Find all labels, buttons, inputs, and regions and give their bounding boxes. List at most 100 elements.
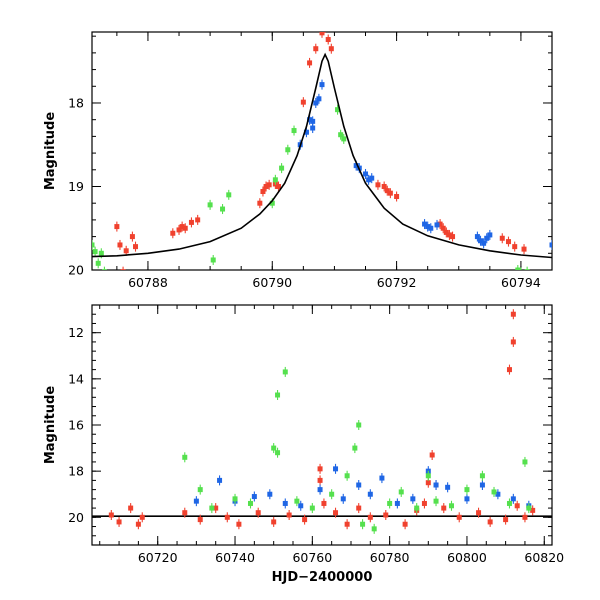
y-tick-label: 19 [68, 179, 84, 194]
x-tick-label: 60800 [447, 550, 487, 565]
data-point-green [272, 177, 278, 183]
data-point-red [530, 507, 536, 513]
data-point-blue [474, 234, 480, 240]
data-point-blue [217, 477, 223, 483]
y-axis-label: Magnitude [43, 386, 58, 465]
y-axis-label: Magnitude [43, 112, 58, 191]
data-point-red [117, 242, 123, 248]
data-point-red [421, 500, 427, 506]
data-point-red [123, 248, 129, 254]
data-point-green [101, 269, 107, 270]
data-point-red [116, 519, 122, 525]
data-point-blue [310, 125, 316, 131]
data-point-red [133, 244, 139, 250]
data-point-red [260, 189, 266, 195]
data-point-blue [298, 503, 304, 509]
data-point-red [443, 229, 449, 235]
data-point-green [309, 505, 315, 511]
data-point-red [224, 514, 230, 520]
data-point-green [506, 500, 512, 506]
data-point-red [182, 225, 188, 231]
data-point-red [514, 503, 520, 509]
x-tick-label: 60792 [377, 275, 417, 290]
data-point-blue [487, 232, 493, 238]
data-point-green [414, 505, 420, 511]
data-point-red [384, 188, 390, 194]
data-point-green [95, 260, 101, 266]
data-point-green [344, 473, 350, 479]
data-point-blue [394, 500, 400, 506]
data-point-blue [316, 96, 322, 102]
data-point-red [328, 46, 334, 52]
data-point-red [317, 466, 323, 472]
data-point-green [464, 487, 470, 493]
data-point-red [129, 234, 135, 240]
plot-area [92, 25, 552, 270]
data-point-red [128, 505, 134, 511]
lower-panel: 60720 60740 60760 60780 60800 60820 12 14 16 18 20… [43, 304, 564, 585]
data-point-blue [464, 496, 470, 502]
data-point-red [321, 500, 327, 506]
plot-frame [91, 304, 553, 546]
data-point-blue [251, 494, 257, 500]
data-point-red [446, 232, 452, 238]
data-point-blue [434, 222, 440, 228]
data-point-red [323, 25, 328, 30]
data-point-green [387, 500, 393, 506]
data-point-blue [425, 224, 431, 230]
x-tick-label: 60740 [215, 550, 255, 565]
data-point-red [505, 239, 511, 245]
data-point-red [499, 235, 505, 241]
data-point-green [282, 369, 288, 375]
data-point-blue [356, 482, 362, 488]
data-point-red [522, 514, 528, 520]
data-point-green [285, 147, 291, 153]
data-point-red [275, 183, 281, 189]
data-point-red [425, 480, 431, 486]
data-point-blue [363, 171, 369, 177]
data-point-blue [549, 242, 552, 248]
data-point-green [425, 473, 431, 479]
data-point-green [92, 242, 95, 248]
x-tick-label: 60790 [252, 275, 292, 290]
data-point-green [209, 505, 215, 511]
data-point-green [524, 269, 530, 270]
data-point-green [433, 498, 439, 504]
data-point-red [257, 200, 263, 206]
data-point-green [275, 450, 281, 456]
data-point-green [220, 206, 226, 212]
data-point-green [226, 192, 232, 198]
data-point-green [335, 107, 341, 113]
y-tick-label: 20 [68, 510, 84, 525]
data-point-red [135, 521, 141, 527]
data-point-red [333, 510, 339, 516]
data-point-red [302, 517, 308, 523]
data-point-red [375, 182, 381, 188]
data-point-green [522, 459, 528, 465]
data-point-red [120, 269, 126, 270]
data-point-green [271, 445, 277, 451]
data-point-red [313, 46, 319, 52]
data-point-blue [353, 163, 359, 169]
data-point-red [307, 60, 313, 66]
upper-panel: 60788 60790 60792 60794 18 19 20 Magnitude [43, 25, 553, 290]
data-point-red [440, 225, 446, 231]
data-point-blue [495, 491, 501, 497]
data-point-green [479, 473, 485, 479]
data-point-red [176, 227, 182, 233]
data-point-red [383, 512, 389, 518]
data-point-red [213, 505, 219, 511]
data-point-green [515, 267, 521, 270]
data-point-blue [282, 500, 288, 506]
data-point-red [456, 514, 462, 520]
data-point-blue [433, 482, 439, 488]
data-point-red [429, 452, 435, 458]
data-point-green [329, 491, 335, 497]
data-point-green [210, 257, 216, 263]
data-point-green [371, 526, 377, 532]
data-point-red [510, 311, 516, 317]
data-point-blue [428, 225, 434, 231]
data-point-red [266, 182, 272, 188]
data-point-red [441, 505, 447, 511]
y-tick-label: 16 [68, 418, 84, 433]
